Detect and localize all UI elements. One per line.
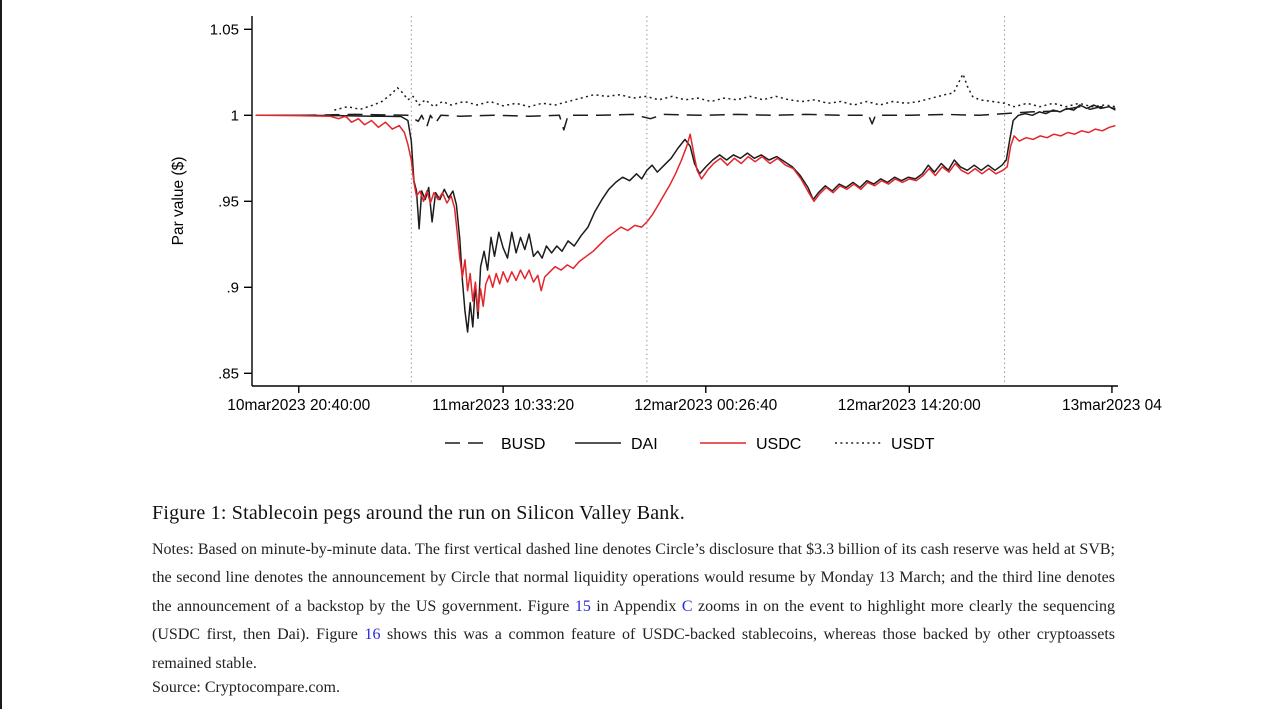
- figure-notes: Notes: Based on minute-by-minute data. T…: [152, 536, 1115, 679]
- series-line-dai: [255, 104, 1116, 333]
- figure-caption: Figure 1: Stablecoin pegs around the run…: [152, 502, 685, 524]
- y-tick-label: .9: [226, 279, 239, 296]
- chart-canvas: 1.05 1 .95 .9 .85 10mar2023 20:40:00 11mar2023…: [170, 16, 1162, 453]
- y-tick-label: 1.05: [210, 21, 239, 38]
- legend-label-usdt: USDT: [891, 436, 935, 453]
- appendix-c-link[interactable]: C: [681, 597, 693, 615]
- page-left-border: [0, 0, 2, 709]
- notes-text: zooms in on the event to highlight more …: [152, 597, 1115, 644]
- figure-source: Source: Cryptocompare.com.: [152, 679, 340, 696]
- stablecoin-peg-chart: 1.05 1 .95 .9 .85 10mar2023 20:40:00 11mar2023…: [170, 16, 1162, 453]
- legend-label-usdc: USDC: [756, 436, 801, 453]
- y-axis-title: Par value ($): [170, 157, 187, 246]
- y-tick-label: .95: [218, 193, 239, 210]
- x-tick-label: 12mar2023 00:26:40: [634, 397, 777, 414]
- x-tick-label: 10mar2023 20:40:00: [227, 397, 370, 414]
- x-tick-label: 11mar2023 10:33:20: [432, 397, 574, 414]
- notes-text: Notes: Based on minute-by-minute data. T…: [152, 541, 1115, 615]
- series-line-usdc: [255, 114, 1116, 313]
- y-tick-label: .85: [218, 365, 239, 382]
- y-tick-label: 1: [231, 107, 239, 124]
- notes-text: in Appendix: [590, 597, 682, 615]
- legend-label-busd: BUSD: [501, 436, 545, 453]
- figure-15-link[interactable]: 15: [574, 597, 591, 615]
- x-tick-label: 12mar2023 14:20:00: [838, 397, 981, 414]
- x-tick-label: 13mar2023 04: [1062, 397, 1162, 414]
- series-line-busd: [255, 105, 1116, 131]
- legend-label-dai: DAI: [631, 436, 658, 453]
- figure-16-link[interactable]: 16: [364, 626, 381, 644]
- notes-text: shows this was a common feature of USDC-…: [152, 626, 1115, 672]
- series-line-usdt: [334, 73, 1116, 111]
